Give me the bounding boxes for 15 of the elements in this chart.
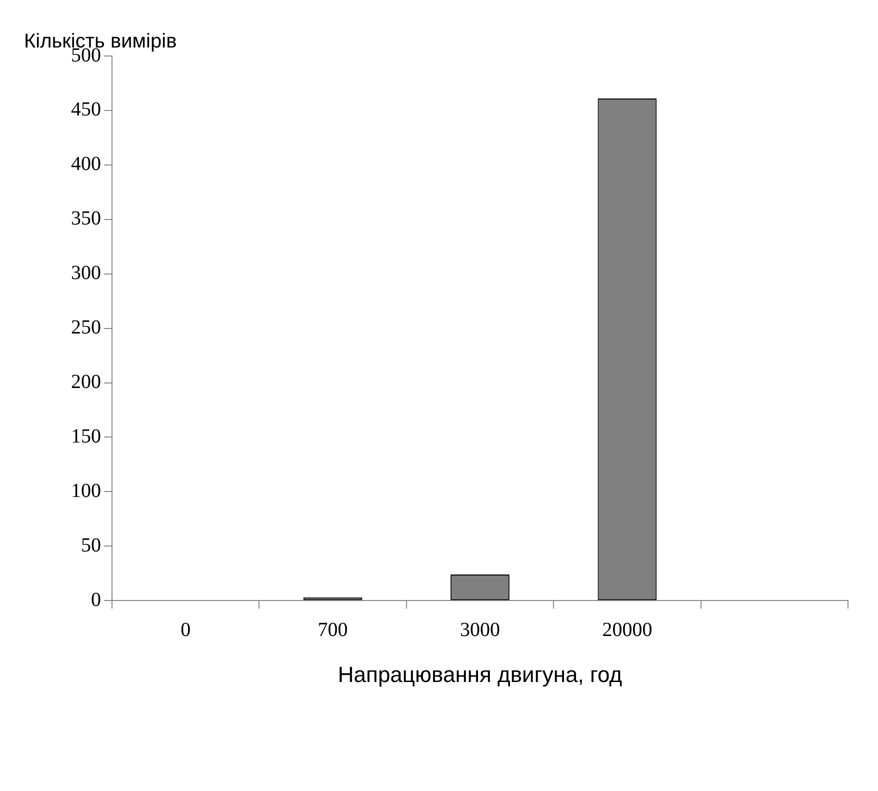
y-tick-label: 150 (71, 425, 101, 448)
x-tick-label: 20000 (602, 618, 652, 641)
y-tick-label: 50 (81, 534, 101, 556)
x-tick-label: 700 (318, 618, 348, 641)
y-tick-label: 200 (71, 371, 101, 394)
x-tick-label: 3000 (460, 618, 500, 641)
y-tick-label: 400 (71, 153, 101, 176)
y-tick-label: 100 (71, 480, 101, 502)
x-axis-title: Напрацювання двигуна, год (338, 662, 622, 687)
y-tick-label: 300 (71, 262, 101, 284)
y-tick-label: 350 (71, 208, 101, 230)
y-tick-label: 0 (91, 588, 101, 611)
x-tick-label: 0 (180, 618, 191, 641)
y-tick-label: 250 (71, 316, 101, 339)
y-tick-label: 450 (71, 98, 101, 121)
